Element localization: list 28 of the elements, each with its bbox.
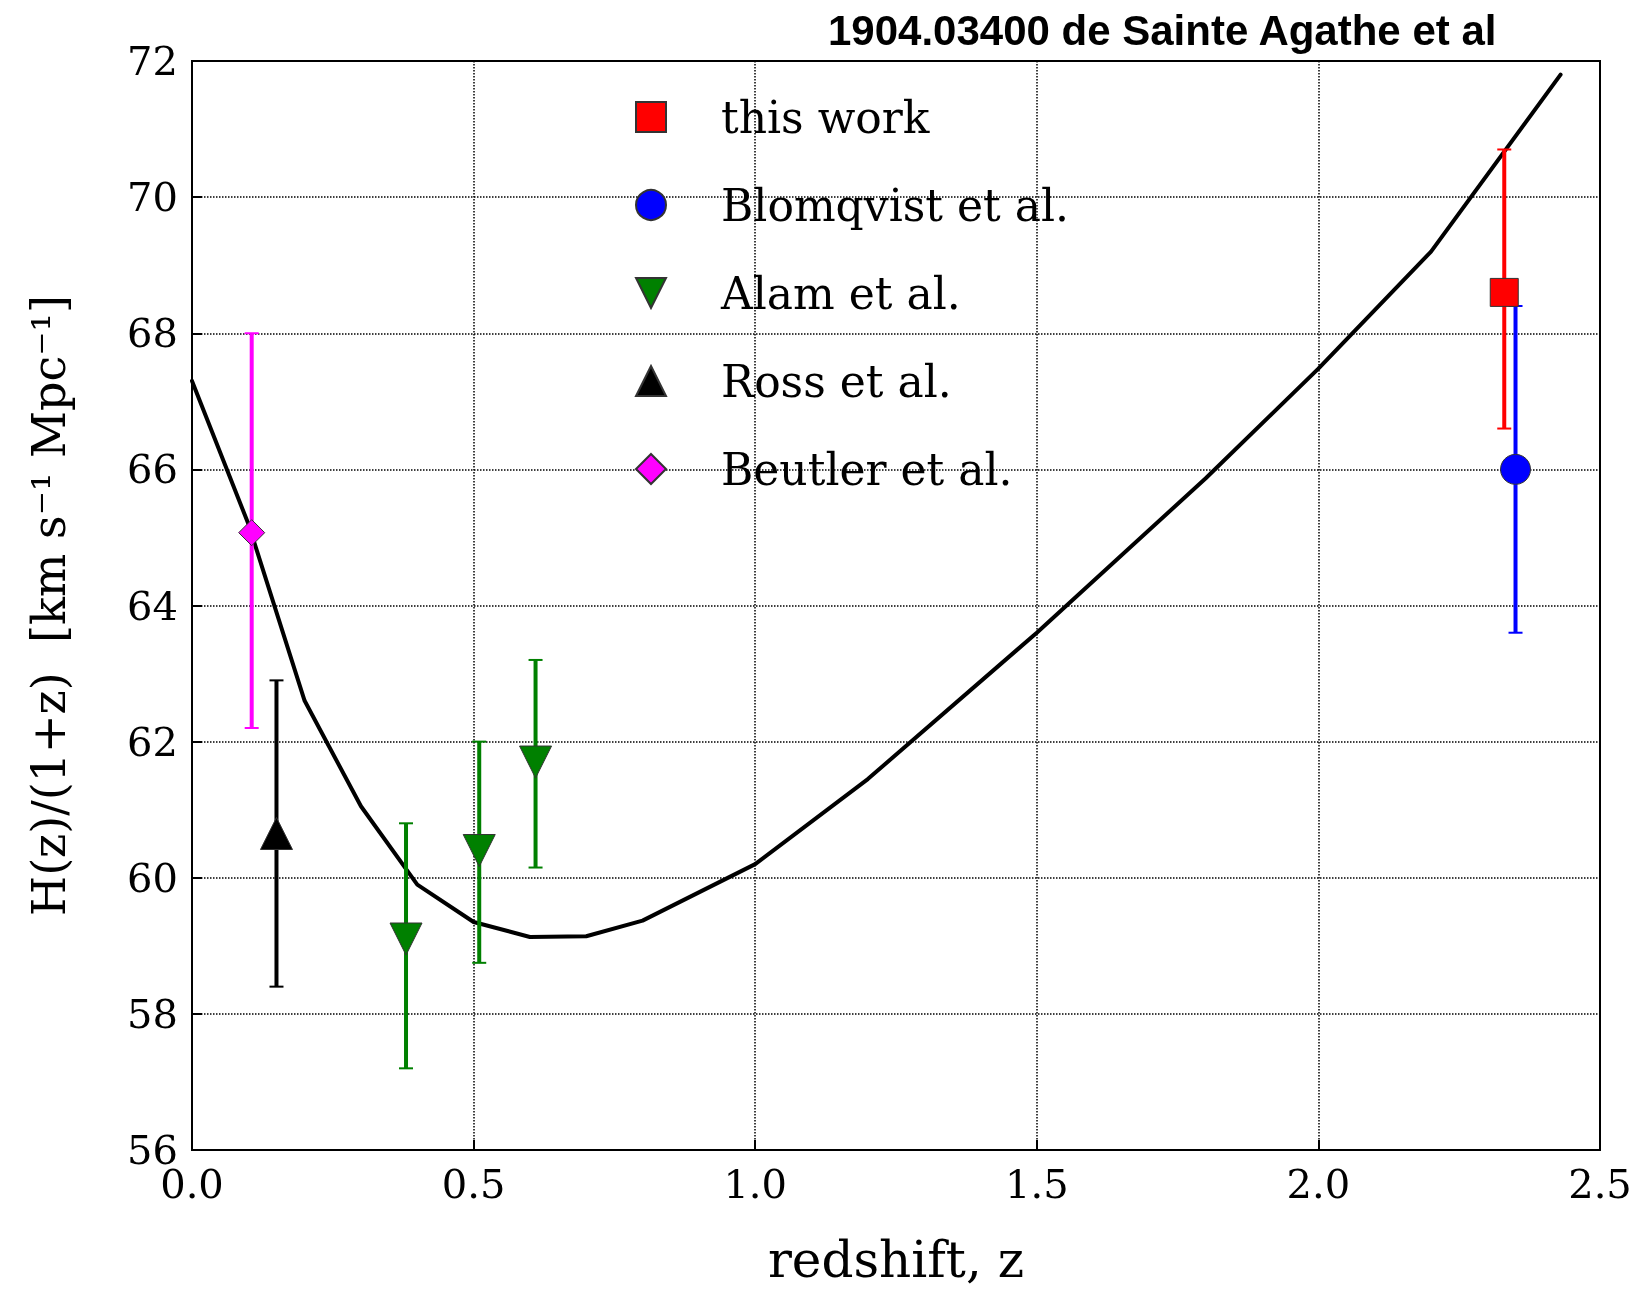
x-axis-title: redshift, z: [767, 1231, 1025, 1289]
y-axis-title: H(z)/(1+z) [km s⁻¹ Mpc⁻¹]: [22, 295, 76, 916]
chart-title: 1904.03400 de Sainte Agathe et al: [827, 6, 1497, 54]
y-tick-label: 66: [127, 446, 178, 493]
legend-label: Beutler et al.: [721, 443, 1013, 495]
x-tick-label: 0.5: [441, 1161, 506, 1207]
point: [462, 834, 496, 868]
legend-label: this work: [721, 91, 930, 143]
x-tick-label: 2.0: [1286, 1161, 1351, 1207]
legend-label: Alam et al.: [720, 267, 961, 319]
point: [238, 519, 266, 547]
legend-label: Ross et al.: [721, 355, 952, 407]
point: [519, 745, 553, 779]
point: [389, 922, 423, 956]
x-tick-label: 1.5: [1004, 1161, 1069, 1207]
y-tick-label: 70: [127, 174, 178, 221]
legend-label: Blomqvist et al.: [721, 179, 1069, 231]
x-tick-label: 2.5: [1568, 1161, 1632, 1207]
y-tick-label: 68: [127, 310, 178, 357]
y-tick-label: 64: [127, 582, 178, 629]
y-tick-label: 72: [127, 38, 178, 84]
point: [1489, 277, 1519, 307]
point: [259, 817, 293, 851]
y-tick-label: 62: [127, 718, 178, 765]
point: [1500, 453, 1532, 485]
y-tick-label: 60: [127, 854, 178, 901]
x-tick-label: 1.0: [723, 1161, 788, 1207]
y-tick-label: 58: [127, 990, 178, 1037]
